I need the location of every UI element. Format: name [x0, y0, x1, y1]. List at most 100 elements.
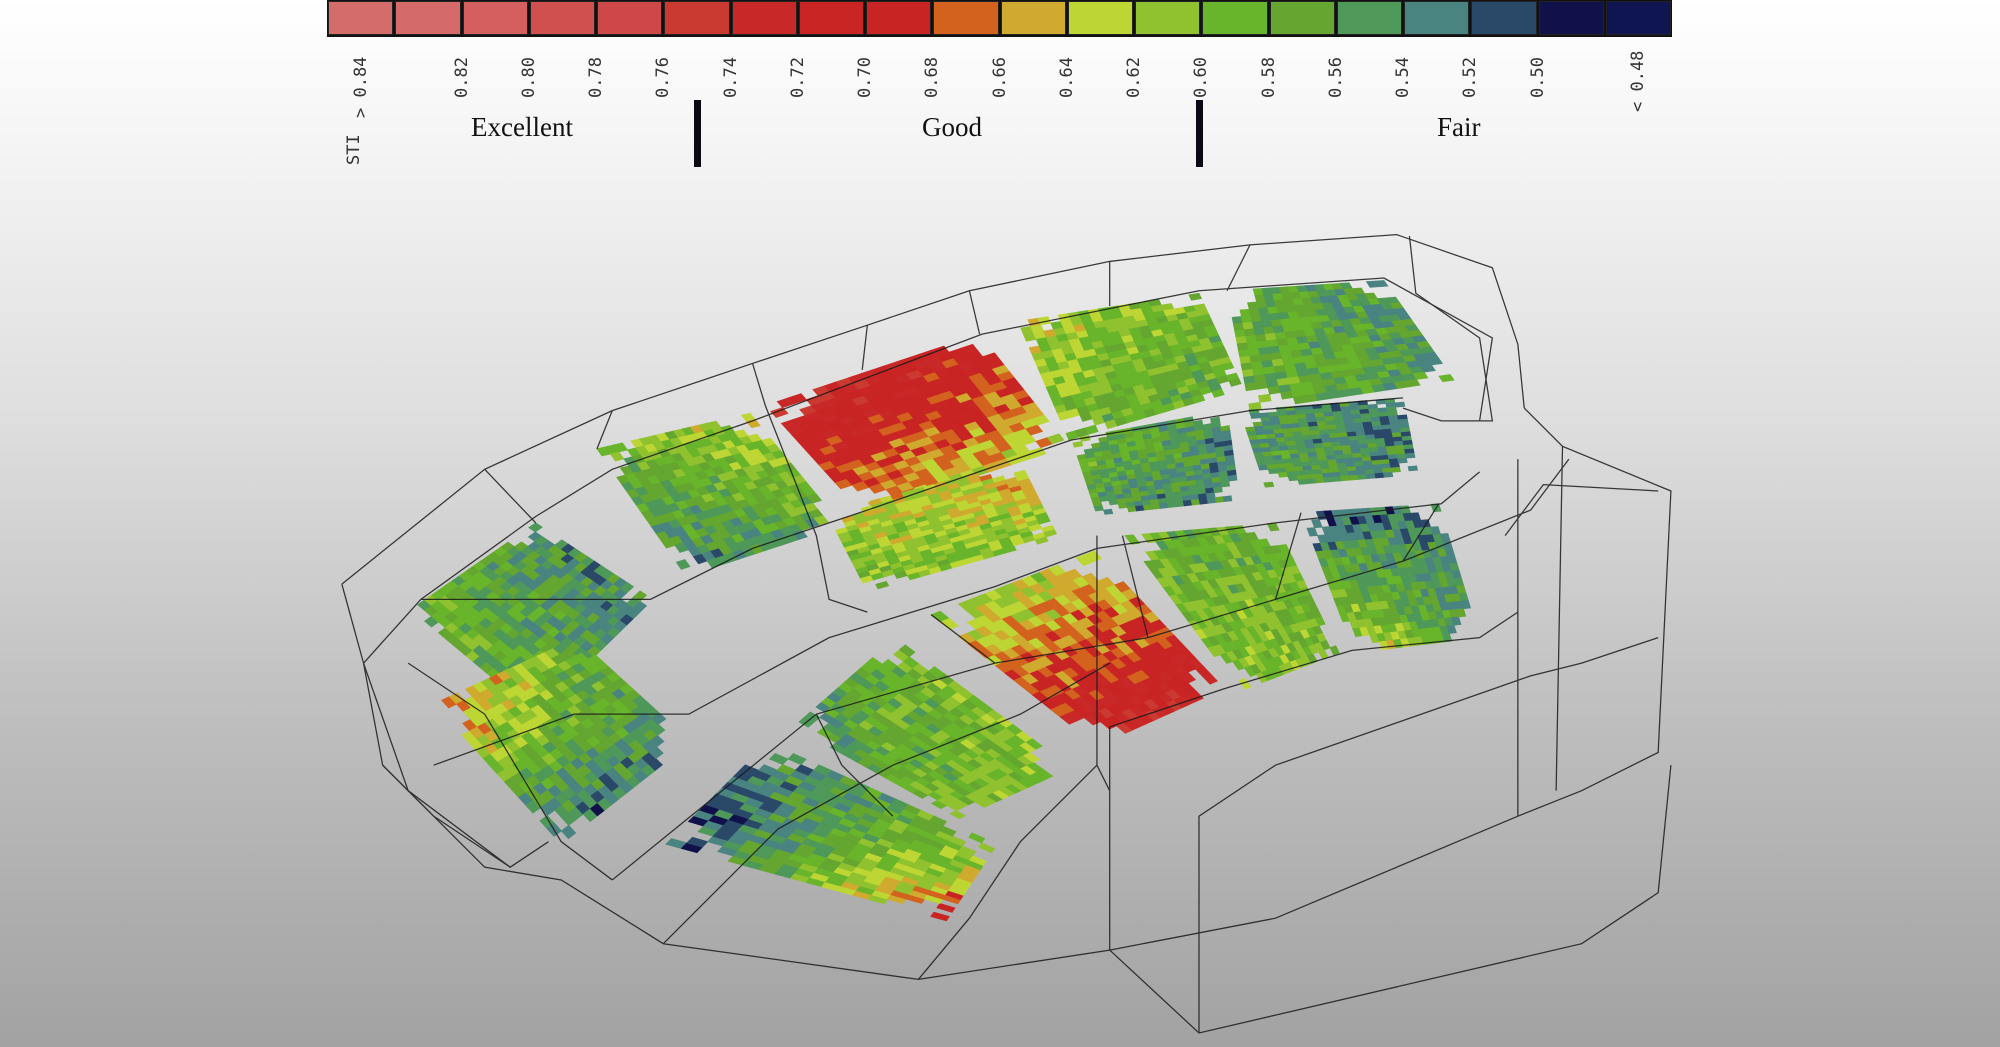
colorbar-swatch: [866, 1, 932, 35]
sti-cell: [528, 522, 543, 533]
sti-cell: [1297, 478, 1309, 485]
sti-cell: [1046, 433, 1065, 445]
sti-cell: [1314, 477, 1326, 484]
sti-cell: [1025, 424, 1044, 436]
colorbar-swatch: [1202, 1, 1268, 35]
colorbar-swatch: [328, 1, 394, 35]
sti-cell: [1340, 475, 1351, 482]
sti-cell: [1249, 413, 1262, 419]
sti-cell: [768, 753, 789, 766]
sti-cell: [1348, 474, 1360, 481]
colorbar-swatch: [664, 1, 730, 35]
sti-cell: [936, 903, 956, 913]
sti-cell: [1220, 361, 1235, 371]
colorbar-swatch: [462, 1, 528, 35]
wireframe-edge: [968, 290, 981, 335]
colorbar-swatch: [1471, 1, 1537, 35]
colorbar-swatch: [1538, 1, 1604, 35]
sti-cell: [1102, 508, 1114, 515]
colorbar-swatch: [1336, 1, 1402, 35]
sti-cell: [1220, 480, 1231, 488]
sti-cell: [792, 529, 808, 541]
sti-cell: [1084, 424, 1099, 435]
sti-cell: [1093, 505, 1105, 512]
sti-cell: [1206, 497, 1217, 504]
sti-cell: [1198, 498, 1209, 505]
sti-cell: [1427, 357, 1444, 366]
category-excellent: Excellent: [471, 112, 573, 142]
sti-cell: [1211, 388, 1225, 398]
sti-cell: [1419, 364, 1436, 373]
sti-cell: [1357, 473, 1368, 480]
sti-cell: [1214, 496, 1225, 503]
sti-cell: [787, 753, 807, 766]
sti-cell: [1174, 500, 1185, 508]
category-fair: Fair: [1437, 112, 1481, 142]
sti-cell: [770, 407, 789, 418]
wireframe-edge: [751, 363, 766, 406]
sti-cell: [1248, 401, 1262, 412]
sti-cell: [1222, 495, 1233, 503]
sti-cell: [1331, 476, 1343, 482]
sti-cell: [1213, 486, 1223, 494]
sti-cell: [1244, 382, 1258, 392]
wireframe-edge: [1226, 244, 1251, 292]
sti-cell: [1407, 465, 1418, 472]
wireframe-edge: [1109, 765, 1672, 1034]
sti-cell: [1002, 545, 1017, 554]
colorbar-swatch: [798, 1, 864, 35]
colorbar-swatch: [1000, 1, 1066, 35]
category-separator: [694, 100, 701, 167]
sti-cell: [930, 911, 950, 922]
sti-cell: [1323, 476, 1334, 483]
sti-cell: [1158, 502, 1169, 509]
colorbar-swatch: [1605, 1, 1671, 35]
wireframe-edge: [1555, 446, 1564, 791]
sti-cell: [1182, 499, 1193, 507]
sti-cell: [813, 515, 829, 526]
sti-cell: [609, 451, 625, 462]
sti-cell: [1311, 519, 1323, 529]
colorbar-swatch: [731, 1, 797, 35]
sti-cell: [1365, 473, 1377, 480]
sti-cell: [1190, 498, 1201, 506]
sti-cell: [1329, 645, 1340, 656]
sti-cell: [1412, 371, 1429, 380]
sti-cell: [1188, 292, 1203, 301]
sti-cell: [675, 559, 691, 570]
sti-cell: [1374, 472, 1385, 479]
sti-cell: [1072, 440, 1084, 448]
sti-cell: [807, 493, 823, 504]
colorbar-swatch: [1404, 1, 1470, 35]
sti-cell: [1267, 385, 1282, 395]
colorbar-swatch: [597, 1, 663, 35]
sti-cell: [1397, 457, 1408, 464]
sti-cell: [1036, 516, 1051, 525]
sti-cell: [949, 810, 967, 820]
colorbar-swatch: [1269, 1, 1335, 35]
sti-cell: [1382, 471, 1394, 478]
sti-cell: [1166, 501, 1177, 508]
sti-cell: [1191, 394, 1206, 404]
sti-cell: [1043, 529, 1058, 538]
sti-cell: [1404, 379, 1421, 388]
sti-cell: [1390, 466, 1401, 473]
sti-cell: [1394, 401, 1406, 408]
sti-cell: [1031, 414, 1050, 426]
colorbar-swatch: [933, 1, 999, 35]
sti-cell: [1231, 316, 1244, 325]
colorbar-swatch: [395, 1, 461, 35]
sti-cell: [1404, 452, 1416, 459]
sti-cell: [1228, 377, 1242, 387]
wireframe-edge: [484, 468, 537, 524]
sti-cell: [1287, 475, 1299, 482]
sti-cell: [1134, 505, 1146, 512]
sti-cell: [1227, 474, 1238, 482]
colorbar-swatch: [1067, 1, 1133, 35]
sti-cell: [1150, 503, 1161, 510]
sti-cell: [1255, 380, 1269, 390]
sti-cell: [1280, 390, 1294, 400]
category-separator: [1196, 100, 1203, 167]
sti-cell: [1034, 536, 1049, 545]
